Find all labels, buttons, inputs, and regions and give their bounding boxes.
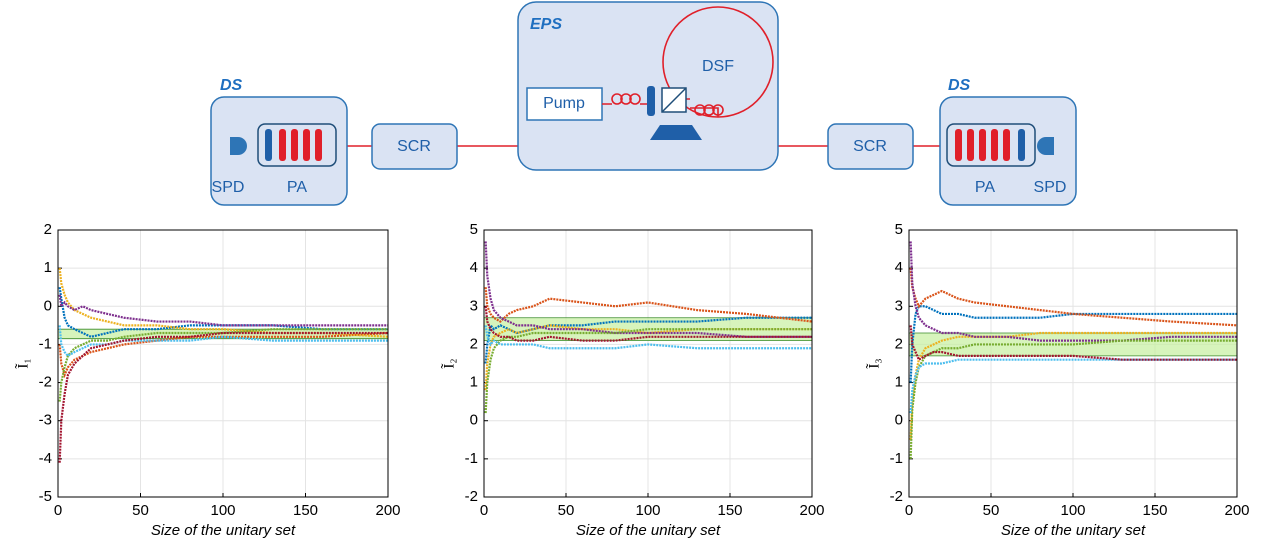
series-line <box>909 358 1237 414</box>
y-tick-label: -2 <box>890 488 903 505</box>
scr-label: SCR <box>397 138 431 155</box>
y-tick-label: 0 <box>44 297 52 314</box>
y-tick-label: 1 <box>44 259 52 276</box>
y-tick-label: -2 <box>39 374 52 391</box>
eps-title: EPS <box>530 16 562 33</box>
source-box <box>517 1 779 171</box>
y-tick-label: -5 <box>39 488 52 505</box>
x-tick-label: 100 <box>210 502 235 519</box>
x-tick-label: 50 <box>983 502 1000 519</box>
scrambler-box <box>371 123 458 170</box>
series-line <box>484 241 812 338</box>
series-line <box>909 339 1237 459</box>
amplifier-bars <box>955 129 1025 161</box>
series-line <box>484 328 812 414</box>
y-tick-label: 4 <box>470 259 478 276</box>
x-tick-label: 0 <box>905 502 913 519</box>
y-tick-label: 3 <box>895 297 903 314</box>
y-tick-label: -3 <box>39 412 52 429</box>
x-tick-label: 200 <box>1224 502 1249 519</box>
scr-label: SCR <box>853 138 887 155</box>
x-axis-label: Size of the unitary set <box>576 522 721 539</box>
band <box>484 317 812 341</box>
dsf-label: DSF <box>702 58 734 75</box>
y-axis-label: Ĩ₂ <box>441 358 457 368</box>
filter <box>647 86 655 116</box>
y-tick-label: 5 <box>470 221 478 238</box>
y-axis-label: Ĩ₃ <box>866 358 882 368</box>
y-tick-label: -1 <box>39 335 52 352</box>
y-axis-label: Ĩ₁ <box>15 358 31 368</box>
x-tick-label: 200 <box>799 502 824 519</box>
axes-box <box>483 229 813 498</box>
series-line <box>58 328 388 402</box>
x-tick-label: 150 <box>717 502 742 519</box>
y-tick-label: 4 <box>895 259 903 276</box>
x-tick-label: 50 <box>132 502 149 519</box>
y-tick-label: 0 <box>895 412 903 429</box>
pump-label: Pump <box>543 95 585 112</box>
series-line <box>484 316 812 364</box>
wdm <box>650 125 702 140</box>
x-tick-label: 0 <box>54 502 62 519</box>
axes-box <box>57 229 389 498</box>
x-axis-label: Size of the unitary set <box>151 522 296 539</box>
amplifier-bars <box>265 129 322 161</box>
detector-icon <box>230 137 247 155</box>
series-line <box>909 325 1237 362</box>
y-tick-label: 2 <box>470 335 478 352</box>
detector-icon <box>1037 137 1054 155</box>
scrambler-box <box>827 123 914 170</box>
series-line <box>58 331 389 379</box>
ds-title: DS <box>948 77 971 94</box>
y-tick-label: -1 <box>465 450 478 467</box>
series-line <box>484 306 812 342</box>
y-tick-label: 0 <box>470 412 478 429</box>
x-tick-label: 150 <box>293 502 318 519</box>
x-tick-label: 100 <box>1060 502 1085 519</box>
pa-label: PA <box>975 179 995 196</box>
y-tick-label: 2 <box>895 335 903 352</box>
series-line <box>58 294 388 327</box>
x-tick-label: 150 <box>1142 502 1167 519</box>
y-tick-label: 3 <box>470 297 478 314</box>
series-line <box>909 268 1238 327</box>
series-line <box>909 241 1237 342</box>
y-tick-label: -4 <box>39 450 52 467</box>
pa-label: PA <box>287 179 307 196</box>
y-tick-label: 5 <box>895 221 903 238</box>
x-axis-label: Size of the unitary set <box>1001 522 1146 539</box>
series-line <box>484 325 812 350</box>
y-tick-label: -2 <box>465 488 478 505</box>
y-tick-label: -1 <box>890 450 903 467</box>
spd-label: SPD <box>212 179 245 196</box>
axes-box <box>908 229 1238 498</box>
splitter-diag <box>661 87 687 113</box>
series-line <box>909 305 1237 383</box>
x-tick-label: 50 <box>558 502 575 519</box>
spd-label: SPD <box>1034 179 1067 196</box>
x-tick-label: 200 <box>375 502 400 519</box>
series-line <box>58 268 389 338</box>
fiber-coils <box>602 93 724 116</box>
y-tick-label: 1 <box>470 374 478 391</box>
x-tick-label: 0 <box>480 502 488 519</box>
ds-title: DS <box>220 77 243 94</box>
x-tick-label: 100 <box>635 502 660 519</box>
y-tick-label: 2 <box>44 221 52 238</box>
series-line <box>58 331 388 463</box>
y-tick-label: 1 <box>895 374 903 391</box>
